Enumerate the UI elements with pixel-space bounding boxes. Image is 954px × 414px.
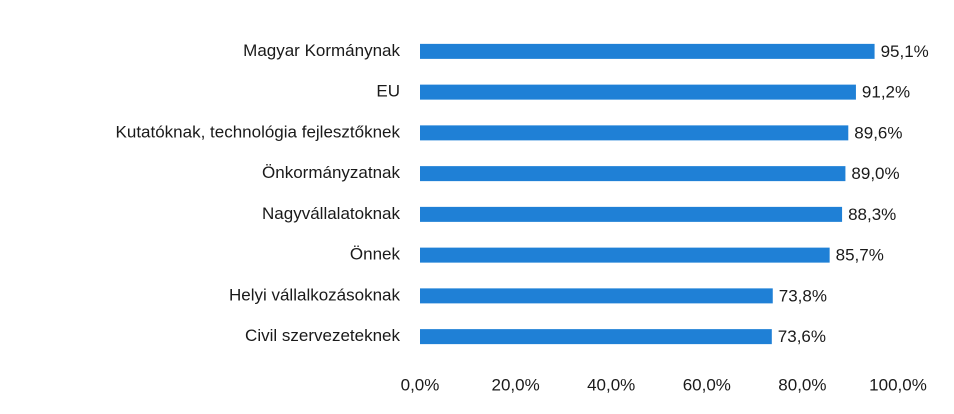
y-tick-label: Önkormányzatnak [262,163,400,182]
y-tick-label: Helyi vállalkozásoknak [229,285,401,304]
y-tick-label: Magyar Kormánynak [243,41,400,60]
value-label: 73,6% [778,327,826,346]
x-tick-label: 100,0% [869,375,927,394]
x-tick-label: 40,0% [587,375,635,394]
y-tick-label: Kutatóknak, technológia fejlesztőknek [116,122,401,141]
y-tick-label: EU [376,82,400,101]
bar [420,84,856,100]
value-label: 91,2% [862,83,910,102]
value-label: 89,0% [851,164,899,183]
value-label: 95,1% [881,42,929,61]
bar [420,125,849,141]
y-tick-label: Önnek [350,245,401,264]
value-label: 85,7% [836,246,884,265]
bar [420,206,843,222]
y-tick-label: Civil szervezeteknek [245,326,400,345]
x-tick-label: 80,0% [778,375,826,394]
bar [420,247,830,263]
value-label: 88,3% [848,205,896,224]
value-label: 73,8% [779,286,827,305]
x-tick-label: 0,0% [401,375,440,394]
bar [420,329,772,345]
value-label: 89,6% [854,123,902,142]
x-tick-label: 20,0% [491,375,539,394]
bar [420,166,846,182]
bar [420,288,773,304]
x-tick-label: 60,0% [683,375,731,394]
bar [420,43,875,59]
y-tick-label: Nagyvállalatoknak [262,204,400,223]
